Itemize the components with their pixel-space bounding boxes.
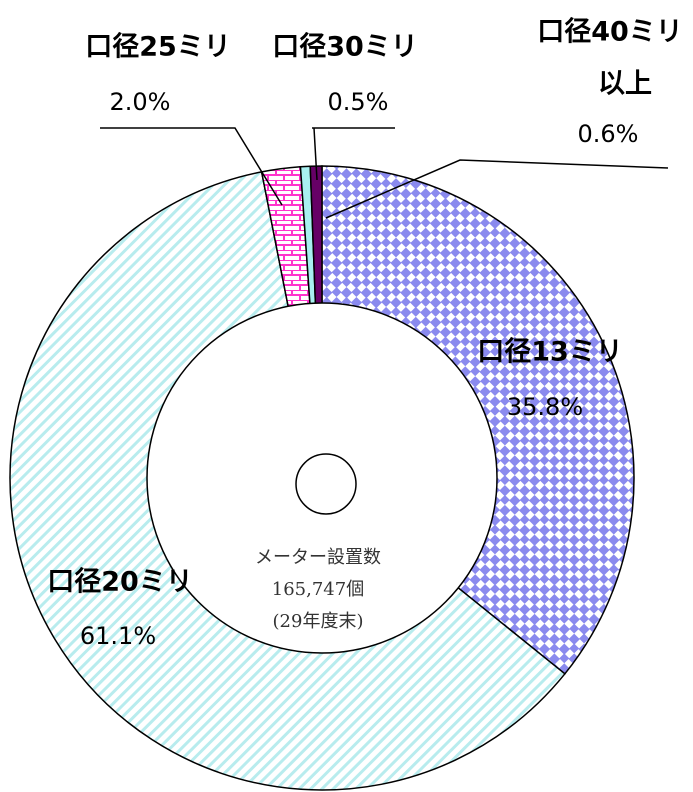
center-text: (29年度末) (273, 611, 364, 632)
category-label: 口径40ミリ (537, 17, 683, 48)
leader-line (312, 127, 395, 181)
value-label: 35.8% (507, 393, 583, 421)
category-label: 口径30ミリ (272, 32, 418, 63)
center-text: 165,747個 (272, 579, 364, 600)
value-label: 0.5% (328, 88, 389, 116)
category-label: 以上 (598, 69, 652, 100)
center-text: メーター設置数 (255, 547, 381, 568)
leader-line (100, 127, 283, 206)
leader-lines (100, 127, 669, 219)
value-label: 0.6% (578, 120, 639, 148)
center-circle (295, 453, 357, 515)
category-label: 口径25ミリ (85, 32, 231, 63)
value-label: 61.1% (80, 622, 156, 650)
category-label: 口径13ミリ (477, 337, 623, 368)
category-label: 口径20ミリ (47, 567, 193, 598)
value-label: 2.0% (110, 88, 171, 116)
leader-line (325, 159, 669, 219)
